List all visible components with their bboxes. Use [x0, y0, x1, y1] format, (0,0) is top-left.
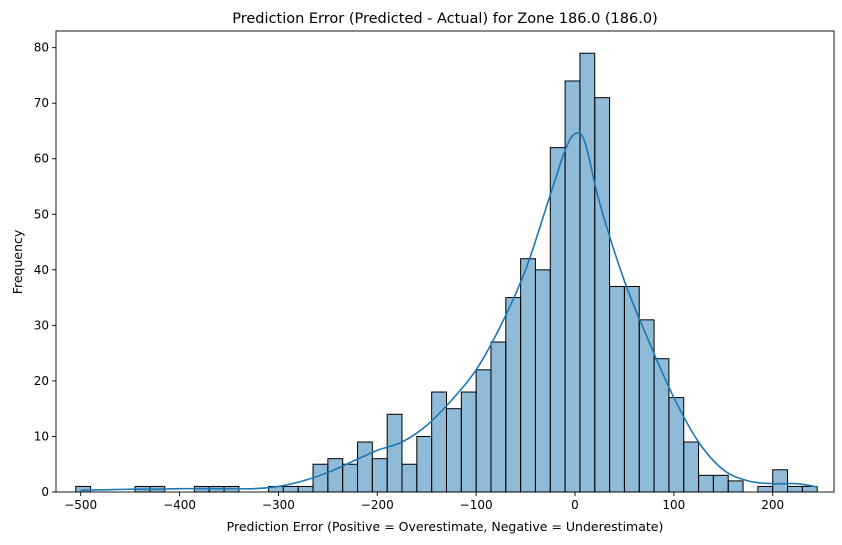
histogram-bar	[623, 285, 640, 493]
histogram-bar	[772, 469, 789, 493]
histogram-bar	[416, 435, 433, 493]
histogram-bar	[712, 474, 729, 493]
y-tick-label: 60	[34, 152, 49, 166]
histogram-bar	[357, 441, 373, 493]
histogram-bar	[549, 147, 566, 493]
x-tick-label: −100	[460, 498, 493, 512]
y-tick-label: 80	[34, 41, 49, 55]
histogram-bar	[431, 391, 447, 493]
y-tick-label: 50	[34, 207, 49, 221]
histogram-bar	[683, 441, 700, 493]
histogram-bar	[534, 269, 551, 493]
histogram-bar	[342, 463, 359, 493]
histogram-bar	[75, 485, 92, 493]
histogram-bar	[327, 458, 344, 493]
x-tick-label: 0	[571, 498, 579, 512]
histogram-bar	[638, 319, 655, 493]
y-tick-label: 30	[34, 318, 49, 332]
histogram-bar	[757, 485, 774, 493]
histogram-bar	[401, 463, 418, 493]
histogram-bar	[564, 80, 581, 493]
histogram-bar	[282, 485, 299, 493]
histogram-bar	[594, 97, 611, 493]
histogram-bar	[787, 485, 803, 493]
histogram-bar	[520, 258, 536, 493]
histogram-bar	[312, 463, 329, 493]
histogram-bar	[460, 391, 477, 493]
x-tick-label: 100	[662, 498, 685, 512]
histogram-bar	[579, 52, 596, 493]
x-axis-label: Prediction Error (Positive = Overestimat…	[227, 519, 664, 534]
x-tick-label: −300	[262, 498, 295, 512]
histogram-bar	[445, 408, 462, 493]
y-tick-label: 40	[34, 263, 49, 277]
x-tick-label: 200	[761, 498, 784, 512]
histogram-bar	[386, 413, 403, 493]
y-axis-ticks: 0 10 20 30 40 50 60 70 80	[34, 41, 56, 499]
chart-title: Prediction Error (Predicted - Actual) fo…	[232, 11, 657, 27]
y-tick-label: 20	[34, 374, 49, 388]
histogram-bar	[371, 458, 388, 493]
histogram-bars	[75, 52, 818, 493]
histogram-bar	[297, 485, 314, 493]
x-tick-label: −400	[163, 498, 196, 512]
plot-frame	[55, 30, 835, 493]
x-tick-label: −200	[361, 498, 394, 512]
histogram-bar	[653, 358, 670, 493]
y-tick-label: 10	[34, 429, 49, 443]
y-tick-label: 70	[34, 96, 49, 110]
histogram-bar	[475, 369, 492, 493]
histogram-bar	[505, 297, 522, 493]
kde-curve	[80, 131, 818, 492]
y-axis-label: Frequency	[10, 229, 25, 294]
histogram-bar	[698, 474, 714, 493]
histogram-bar	[727, 480, 744, 493]
y-tick-label: 0	[41, 485, 49, 499]
x-tick-label: −500	[64, 498, 97, 512]
x-axis-ticks: −500 −400 −300 −200 −100 0 100 200	[64, 492, 784, 512]
histogram-bar	[490, 341, 507, 493]
histogram-bar	[609, 285, 625, 493]
